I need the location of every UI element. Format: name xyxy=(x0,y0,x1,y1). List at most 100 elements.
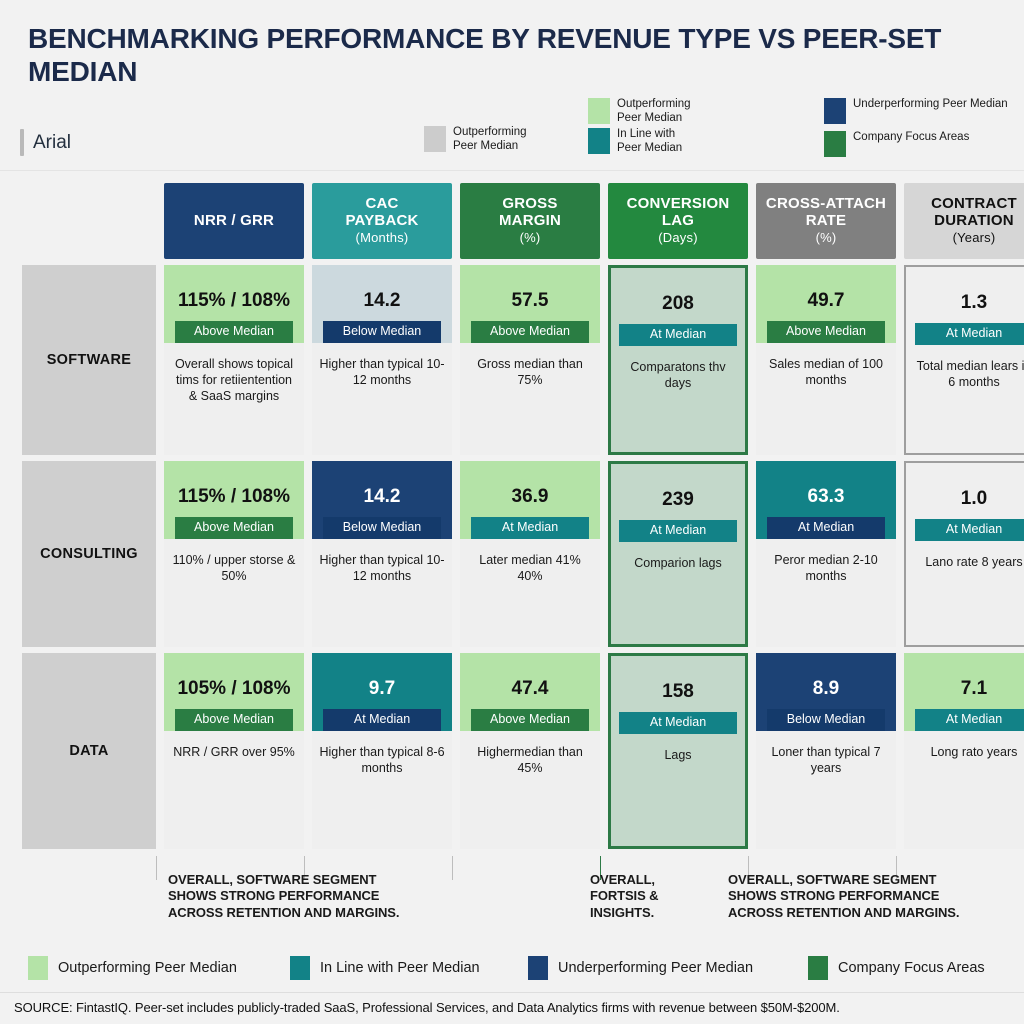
column-header-label: RATE xyxy=(805,211,847,229)
metric-cell[interactable]: 47.4 Above Median Highermedian than 45% xyxy=(460,653,600,849)
top-legend-label: Company Focus Areas xyxy=(853,131,970,143)
row-label: DATA xyxy=(22,653,156,849)
metric-value-block: 105% / 108% Above Median xyxy=(164,653,304,731)
bottom-legend-label: Company Focus Areas xyxy=(838,960,985,976)
column-tick xyxy=(304,856,305,880)
metric-cell[interactable]: 158 At Median Lags xyxy=(608,653,748,849)
bottom-legend-item: Company Focus Areas xyxy=(808,956,985,980)
column-header-label: MARGIN xyxy=(498,211,562,229)
status-badge: At Median xyxy=(323,709,441,731)
metric-cell[interactable]: 63.3 At Median Peror median 2-10 months xyxy=(756,461,896,647)
metric-cell[interactable]: 115% / 108% Above Median Overall shows top… xyxy=(164,265,304,455)
status-badge: At Median xyxy=(471,517,589,539)
bottom-legend-label: Outperforming Peer Median xyxy=(58,960,237,976)
benchmark-grid: NRR / GRR CAC PAYBACK (Months) GROSS MARGIN (%… xyxy=(22,183,1024,849)
metric-cell[interactable]: 115% / 108% Above Median 110% / upper stor… xyxy=(164,461,304,647)
column-header[interactable]: CONTRACT DURATION (Years) xyxy=(904,183,1024,259)
metric-note: Highermedian than 45% xyxy=(477,744,583,775)
column-header[interactable]: CROSS-ATTACH RATE (%) xyxy=(756,183,896,259)
status-badge: Above Median xyxy=(767,321,885,343)
column-tick-lines xyxy=(22,856,1002,880)
column-header-unit: (Days) xyxy=(658,230,698,246)
callout-text: OVERALL, SOFTWARE SEGMENT SHOWS STRONG P… xyxy=(168,872,400,920)
status-badge: Above Median xyxy=(471,709,589,731)
column-header[interactable]: CONVERSION LAG (Days) xyxy=(608,183,748,259)
table-row: CONSULTING 115% / 108% Above Median 110% / … xyxy=(22,461,1024,647)
callout-text: OVERALL, FORTSIS & INSIGHTS. xyxy=(590,872,659,920)
status-badge: Below Median xyxy=(767,709,885,731)
metric-value-block: 115% / 108% Above Median xyxy=(164,265,304,343)
column-header-label: CAC xyxy=(365,195,399,213)
font-label: Arial xyxy=(33,131,72,153)
status-badge: At Median xyxy=(767,517,885,539)
table-row: SOFTWARE 115% / 108% Above Median Overall s… xyxy=(22,265,1024,455)
metric-cell[interactable]: 8.9 Below Median Loner than typical 7 year… xyxy=(756,653,896,849)
row-label: CONSULTING xyxy=(22,461,156,647)
metric-value-block: 57.5 Above Median xyxy=(460,265,600,343)
metric-value-block: 115% / 108% Above Median xyxy=(164,461,304,539)
header-divider xyxy=(0,170,1024,171)
metric-cell[interactable]: 105% / 108% Above Median NRR / GRR over 95… xyxy=(164,653,304,849)
footer-divider xyxy=(0,992,1024,993)
top-legend-label: Outperforming Peer Median xyxy=(453,126,527,152)
accent-bar xyxy=(20,129,24,156)
metric-cell[interactable]: 239 At Median Comparion lags xyxy=(608,461,748,647)
status-badge: Above Median xyxy=(175,321,293,343)
metric-cell[interactable]: 14.2 Below Median Higher than typical 10-1… xyxy=(312,265,452,455)
bottom-legend-item: In Line with Peer Median xyxy=(290,956,480,980)
metric-cell[interactable]: 49.7 Above Median Sales median of 100 mont… xyxy=(756,265,896,455)
metric-cell[interactable]: 9.7 At Median Higher than typical 8-6 mont… xyxy=(312,653,452,849)
metric-note: Later median 41% 40% xyxy=(479,552,581,583)
metric-value: 115% / 108% xyxy=(178,290,290,311)
metric-value-block: 208 At Median xyxy=(611,268,745,346)
metric-cell[interactable]: 57.5 Above Median Gross median than 75% xyxy=(460,265,600,455)
metric-value: 57.5 xyxy=(511,290,549,311)
column-header[interactable]: GROSS MARGIN (%) xyxy=(460,183,600,259)
column-header-unit: (Years) xyxy=(952,230,996,246)
column-header-label: CONTRACT xyxy=(931,195,1017,213)
metric-value: 9.7 xyxy=(368,678,396,699)
top-legend-item: In Line with Peer Median xyxy=(588,128,682,155)
font-label-chip: Arial xyxy=(20,129,71,156)
metric-value-block: 9.7 At Median xyxy=(312,653,452,731)
metric-note: Comparatons thv days xyxy=(630,359,726,390)
column-header-row: NRR / GRR CAC PAYBACK (Months) GROSS MARGIN (%… xyxy=(22,183,1024,259)
metric-note: Overall shows topical tims for retiiente… xyxy=(174,356,294,403)
status-badge: At Median xyxy=(619,520,737,542)
status-badge: At Median xyxy=(915,709,1024,731)
column-header-label: LAG xyxy=(661,211,695,229)
status-badge: Above Median xyxy=(175,517,293,539)
metric-cell[interactable]: 36.9 At Median Later median 41% 40% xyxy=(460,461,600,647)
metric-cell[interactable]: 1.0 At Median Lano rate 8 years xyxy=(904,461,1024,647)
column-header-label: PAYBACK xyxy=(345,211,419,229)
metric-value: 8.9 xyxy=(812,678,840,699)
metric-cell[interactable]: 7.1 At Median Long rato years xyxy=(904,653,1024,849)
metric-note: Long rato years xyxy=(930,744,1018,759)
column-header[interactable]: NRR / GRR xyxy=(164,183,304,259)
legend-swatch-icon xyxy=(588,128,610,154)
column-header-unit: (%) xyxy=(519,230,541,246)
metric-value: 47.4 xyxy=(511,678,549,699)
column-header-unit: (%) xyxy=(815,230,837,246)
metric-value: 7.1 xyxy=(960,678,988,699)
column-header-label: NRR / GRR xyxy=(193,211,275,229)
column-header-unit: (Months) xyxy=(355,230,409,246)
metric-value-block: 14.2 Below Median xyxy=(312,461,452,539)
metric-value-block: 1.0 At Median xyxy=(906,463,1024,541)
metric-value-block: 14.2 Below Median xyxy=(312,265,452,343)
top-legend-item: Company Focus Areas xyxy=(824,131,969,157)
callout-text: OVERALL, SOFTWARE SEGMENT SHOWS STRONG P… xyxy=(728,872,960,920)
column-header[interactable]: CAC PAYBACK (Months) xyxy=(312,183,452,259)
table-row: DATA 105% / 108% Above Median NRR / GRR ove… xyxy=(22,653,1024,849)
metric-note: Sales median of 100 months xyxy=(769,356,883,387)
column-tick xyxy=(896,856,897,880)
legend-swatch-icon xyxy=(808,956,828,980)
bottom-legend: Outperforming Peer Median In Line with Pe… xyxy=(28,952,1008,984)
metric-cell[interactable]: 14.2 Below Median Higher than typical 10-1… xyxy=(312,461,452,647)
metric-cell[interactable]: 1.3 At Median Total median lears in 6 mont… xyxy=(904,265,1024,455)
metric-value-block: 7.1 At Median xyxy=(904,653,1024,731)
metric-note: Higher than typical 10-12 months xyxy=(319,552,445,583)
metric-cell[interactable]: 208 At Median Comparatons thv days xyxy=(608,265,748,455)
metric-value-block: 47.4 Above Median xyxy=(460,653,600,731)
